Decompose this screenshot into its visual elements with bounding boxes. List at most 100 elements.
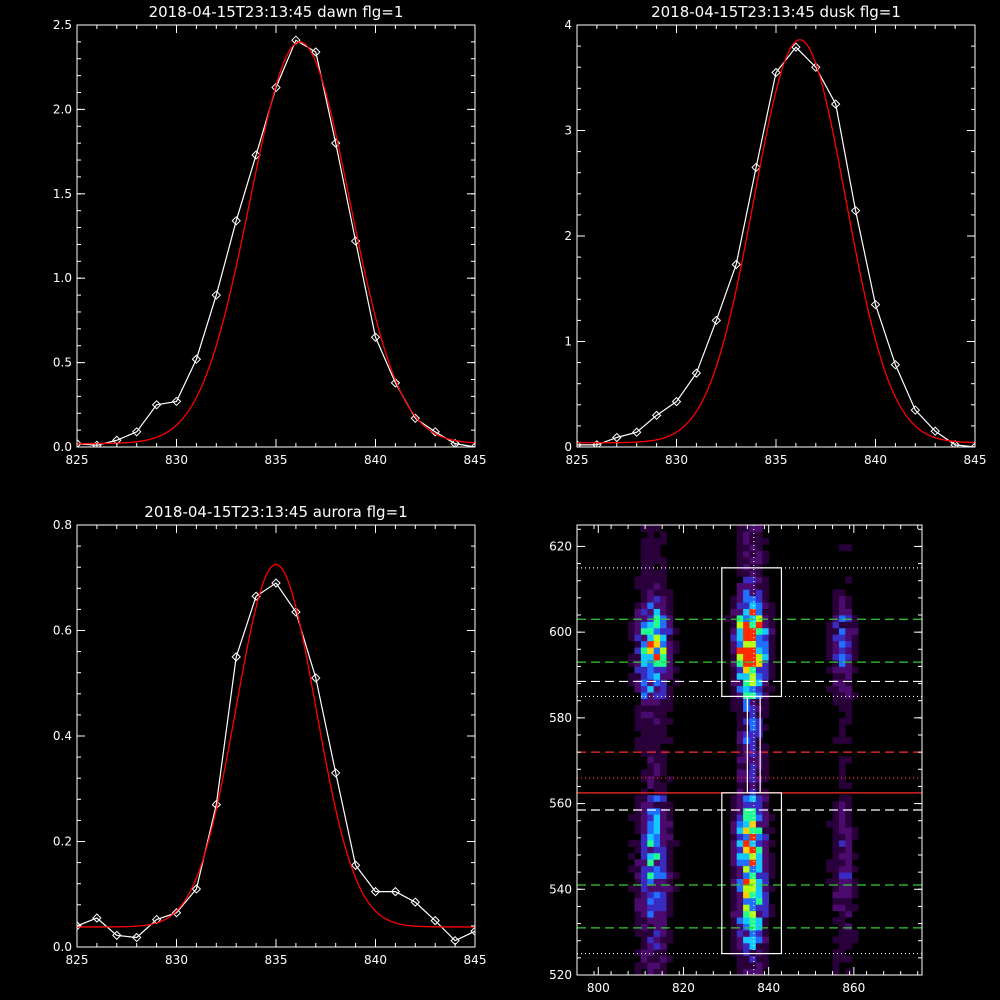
- image-pixel: [666, 653, 674, 661]
- image-pixel: [647, 621, 655, 629]
- image-pixel: [749, 807, 757, 815]
- image-pixel: [672, 872, 680, 879]
- image-pixel: [640, 576, 648, 584]
- image-pixel: [730, 885, 738, 892]
- image-pixel: [653, 557, 661, 564]
- image-pixel: [736, 917, 744, 924]
- image-pixel: [755, 685, 763, 693]
- dusk-data-point: [830, 99, 841, 109]
- image-pixel: [640, 814, 648, 822]
- image-pixel: [845, 955, 853, 963]
- image-pixel: [749, 904, 757, 912]
- image-pixel: [660, 852, 667, 860]
- image-pixel: [730, 647, 738, 654]
- dawn-data-point: [330, 138, 341, 148]
- image-pixel: [838, 878, 846, 886]
- image-pixel: [653, 852, 661, 860]
- image-pixel: [768, 685, 776, 693]
- image-pixel: [634, 717, 642, 725]
- image-pixel: [660, 589, 667, 597]
- image-pixel: [736, 582, 744, 590]
- image-pixel: [634, 878, 642, 886]
- image-pixel: [832, 737, 840, 744]
- aurora-data-point: [470, 926, 475, 936]
- dusk-data-point: [751, 162, 761, 173]
- image-pixel: [755, 666, 763, 674]
- image-pixel: [743, 666, 750, 674]
- image-pixel: [832, 692, 840, 699]
- image-pixel: [736, 717, 744, 725]
- image-pixel: [730, 859, 738, 867]
- image-pixel: [640, 878, 648, 886]
- image-pixel: [640, 621, 648, 629]
- image-pixel: [634, 846, 642, 854]
- image-pixel: [768, 859, 776, 867]
- image-pixel: [660, 730, 667, 738]
- aurora-x-tick-label: 840: [364, 953, 387, 967]
- image-pixel: [851, 936, 859, 944]
- image-pixel: [640, 602, 648, 609]
- image-pixel: [640, 942, 648, 950]
- image-pixel: [660, 840, 667, 847]
- image-pixel: [749, 827, 757, 834]
- image-pixel: [749, 711, 757, 719]
- image-pixel: [736, 563, 744, 571]
- image-pixel: [730, 878, 738, 886]
- image-pixel: [666, 814, 674, 822]
- dawn-data-point: [131, 427, 142, 437]
- image-pixel: [838, 705, 846, 712]
- image-pixel: [634, 627, 642, 635]
- image-pixel: [647, 955, 655, 963]
- image-pixel: [826, 666, 833, 674]
- image-pixel: [743, 865, 750, 873]
- image-pixel: [647, 647, 655, 654]
- image-pixel: [743, 750, 750, 757]
- image-pixel: [743, 634, 750, 642]
- dusk-data-point: [711, 315, 722, 326]
- image-pixel: [660, 711, 667, 719]
- image-pixel: [736, 621, 744, 629]
- dusk-x-tick-label: 825: [566, 453, 589, 467]
- aurora-data-point: [231, 652, 241, 662]
- image-pixel: [743, 807, 750, 815]
- image-pixel: [730, 833, 738, 841]
- image-pixel: [736, 910, 744, 918]
- image-pixel: [653, 775, 661, 783]
- aurora-y-tick-label: 0.4: [53, 729, 72, 743]
- image-pixel: [845, 891, 853, 899]
- image-pixel: [762, 962, 770, 969]
- image-pixel: [640, 743, 648, 751]
- dawn-data-point: [231, 216, 241, 226]
- image-pixel: [666, 698, 674, 706]
- image-pixel: [647, 859, 655, 867]
- image-pixel: [730, 640, 738, 648]
- image-pixel: [628, 627, 635, 635]
- image-pixel: [762, 589, 770, 597]
- image-pixel: [666, 685, 674, 693]
- image-pixel: [743, 878, 750, 886]
- image-pixel: [640, 698, 648, 706]
- image-pixel: [660, 724, 667, 732]
- image-pixel: [634, 897, 642, 905]
- image-pixel: [660, 801, 667, 809]
- image-pixel: [749, 608, 757, 616]
- image-pixel: [832, 897, 840, 905]
- image-pixel: [851, 692, 859, 699]
- image-pixel: [666, 865, 674, 873]
- image-pixel: [640, 627, 648, 635]
- image-pixel: [634, 647, 642, 654]
- image-pixel: [838, 627, 846, 635]
- image-pixel: [640, 557, 648, 564]
- image-pixel: [755, 537, 763, 545]
- image-pixel: [660, 827, 667, 834]
- image-pixel: [730, 865, 738, 873]
- image-pixel: [851, 615, 859, 622]
- image-pixel: [755, 602, 763, 609]
- image-pixel: [743, 897, 750, 905]
- image-pixel: [660, 570, 667, 577]
- image-pixel: [628, 660, 635, 667]
- image-pixel: [647, 840, 655, 847]
- image-pixel: [653, 724, 661, 732]
- image-pixel: [762, 910, 770, 918]
- image-pixel: [762, 795, 770, 802]
